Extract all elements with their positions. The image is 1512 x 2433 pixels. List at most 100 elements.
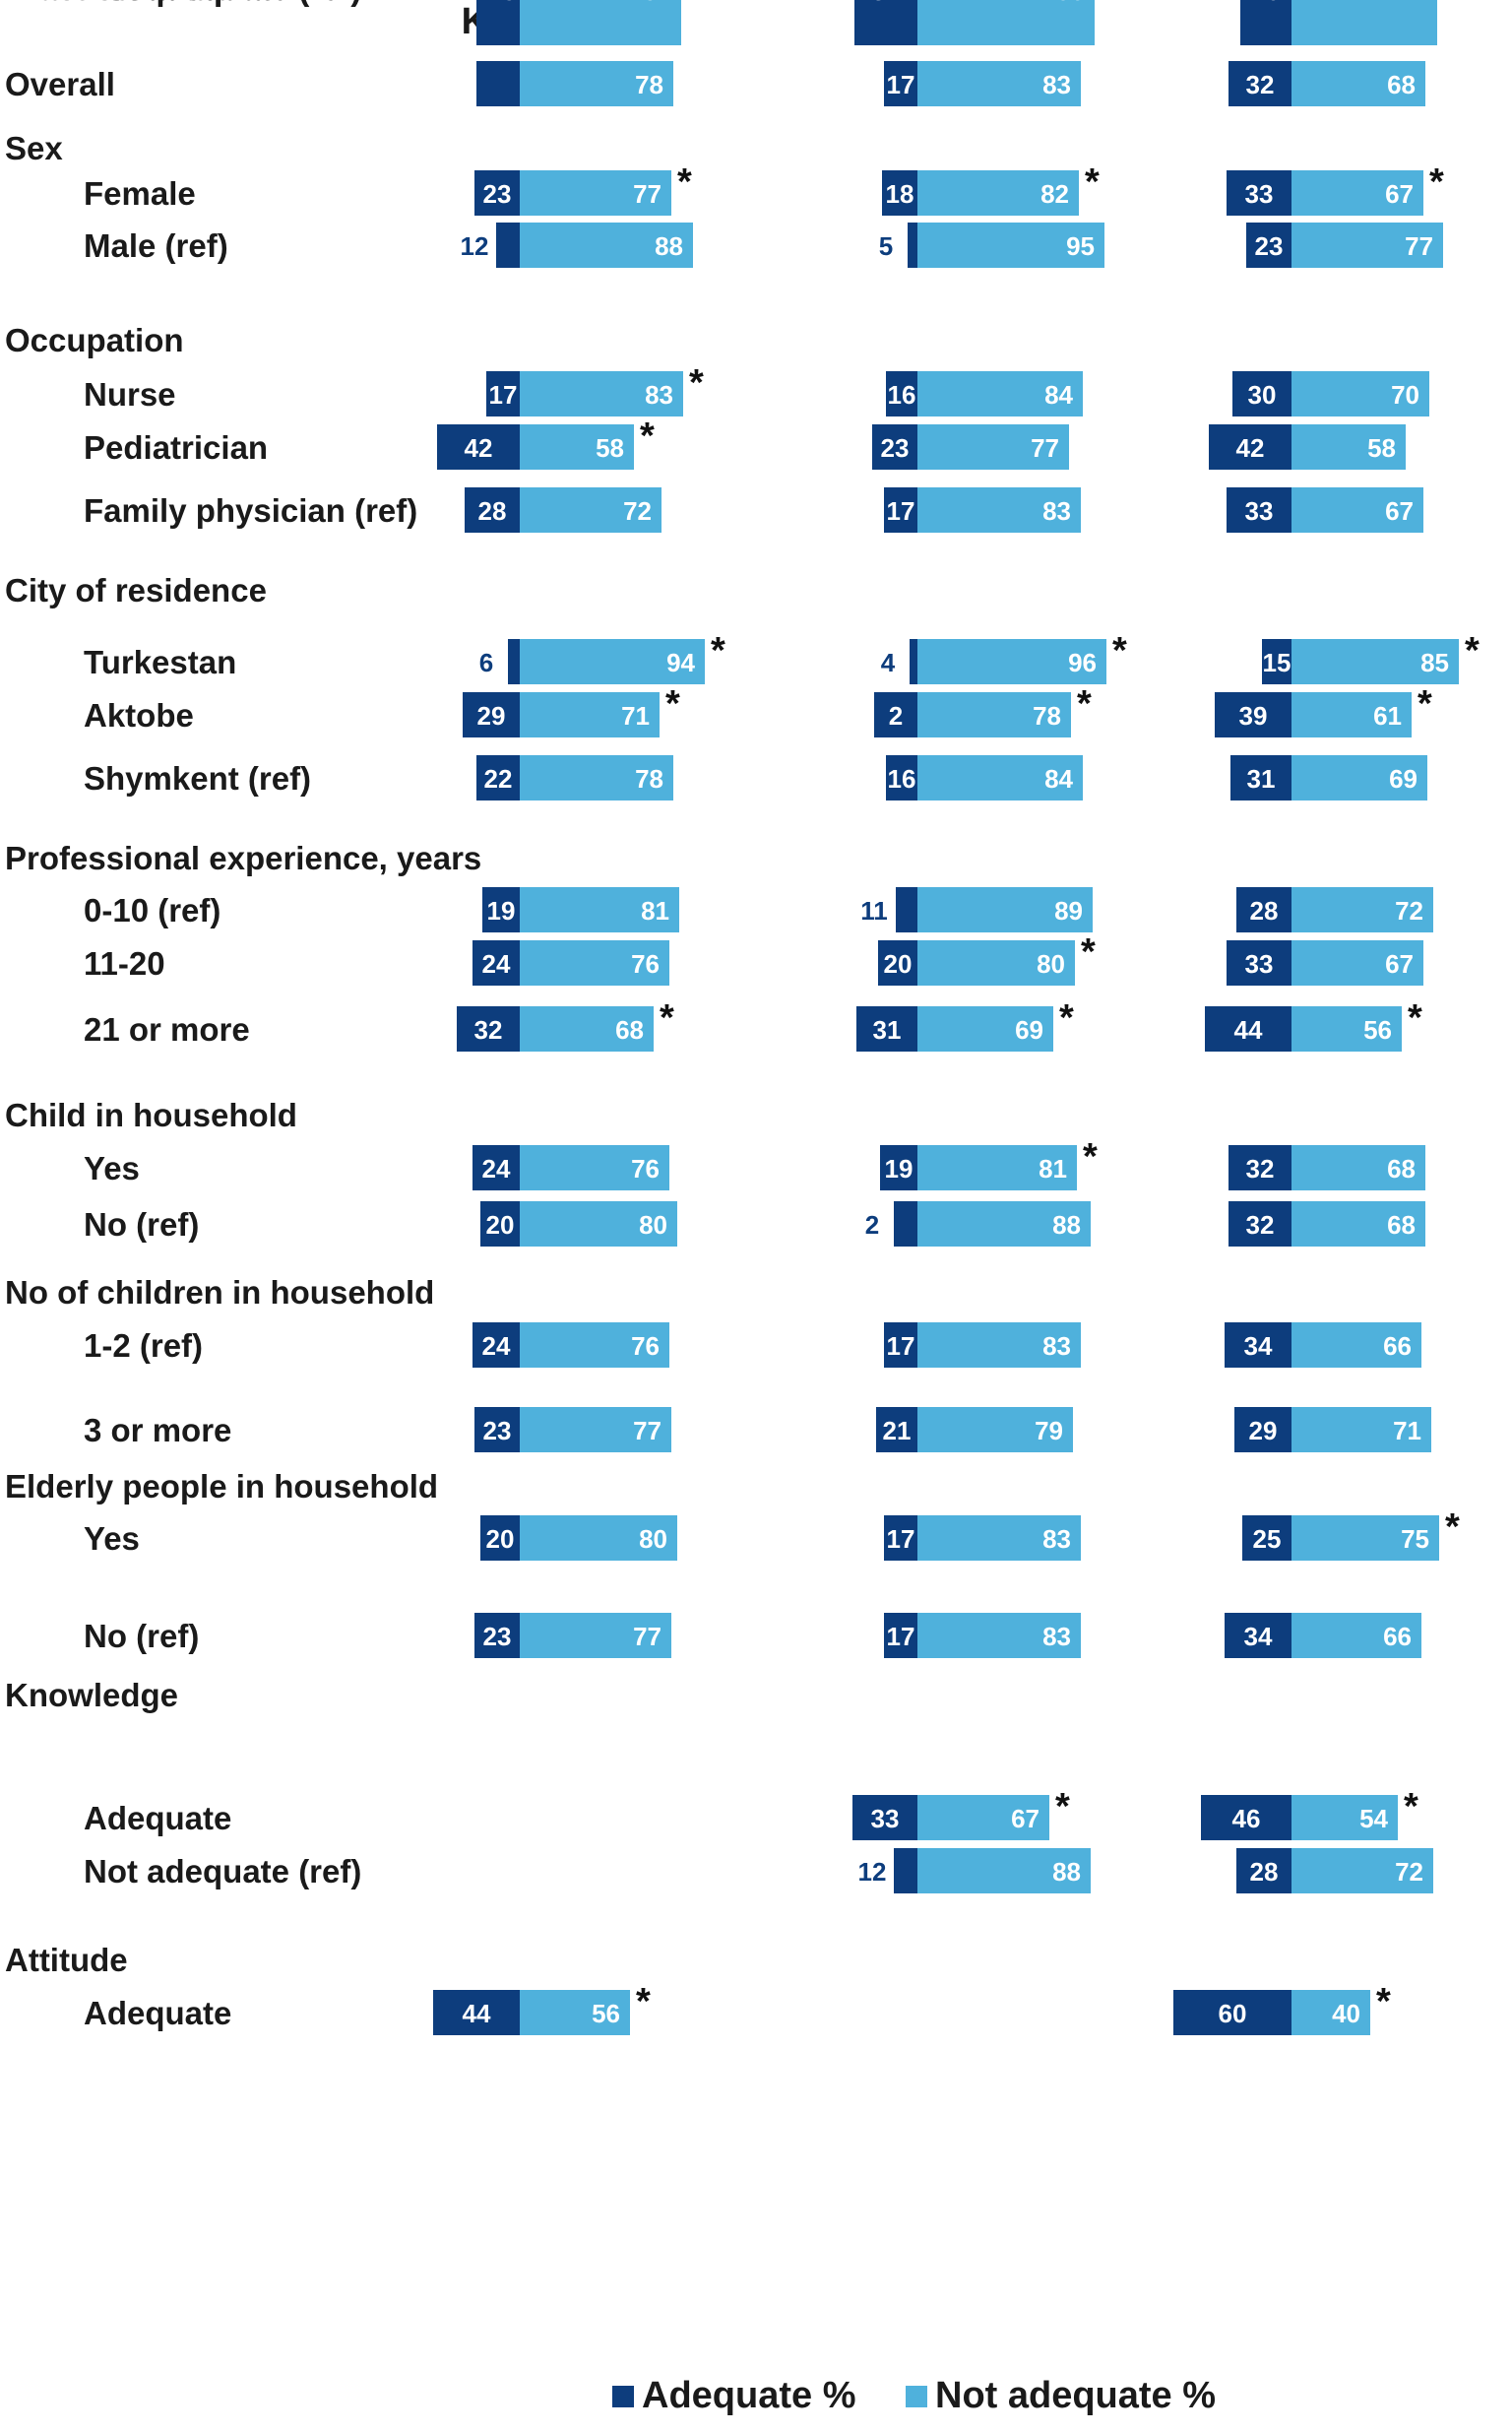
data-label-adequate: 17 bbox=[887, 1622, 915, 1651]
data-label-adequate: 33 bbox=[1245, 179, 1274, 209]
data-label-not-adequate: 61 bbox=[1373, 701, 1402, 731]
data-label-adequate: 18 bbox=[488, 0, 517, 6]
data-label-adequate: 22 bbox=[484, 764, 513, 794]
significance-star: * bbox=[1408, 997, 1422, 1039]
bar-adequate bbox=[1227, 170, 1292, 216]
significance-star: * bbox=[1376, 1981, 1391, 2022]
bar-not-adequate bbox=[917, 1795, 1049, 1840]
row-label: Adequate bbox=[84, 1995, 231, 2031]
section-label: No of children in household bbox=[5, 1274, 434, 1311]
bar-adequate bbox=[1236, 887, 1292, 932]
data-label-adequate: 18 bbox=[886, 179, 914, 209]
data-label-adequate: 46 bbox=[1232, 1804, 1261, 1833]
data-label-not-adequate: 77 bbox=[1405, 231, 1433, 261]
data-label-adequate: 19 bbox=[487, 896, 516, 926]
bar-adequate bbox=[1236, 1848, 1292, 1893]
bar-not-adequate bbox=[1292, 424, 1406, 470]
bar-not-adequate bbox=[917, 940, 1075, 986]
row-label: 3 or more bbox=[84, 1412, 231, 1448]
bar-adequate bbox=[884, 1613, 917, 1658]
data-label-adequate: 23 bbox=[1255, 231, 1284, 261]
row-label: Overall bbox=[5, 66, 115, 102]
bar-adequate bbox=[1201, 1795, 1292, 1840]
bar-adequate bbox=[486, 371, 520, 416]
significance-star: * bbox=[679, 0, 694, 9]
data-label-adequate: 16 bbox=[888, 380, 916, 410]
data-label-adequate: 16 bbox=[888, 764, 916, 794]
bar-not-adequate bbox=[520, 1201, 677, 1247]
bar-not-adequate bbox=[917, 424, 1069, 470]
data-label-not-adequate: 70 bbox=[1391, 380, 1419, 410]
row-label: 1-2 (ref) bbox=[84, 1327, 203, 1364]
bar-adequate bbox=[896, 887, 917, 932]
data-label-not-adequate: 68 bbox=[1387, 1210, 1416, 1240]
significance-star: * bbox=[1077, 683, 1092, 725]
bar-not-adequate bbox=[520, 940, 669, 986]
bar-adequate bbox=[508, 639, 520, 684]
data-label-not-adequate: 80 bbox=[639, 1210, 667, 1240]
bar-adequate bbox=[886, 371, 917, 416]
data-label-not-adequate: 56 bbox=[592, 1999, 620, 2028]
data-label-not-adequate: 82 bbox=[1040, 179, 1069, 209]
bar-adequate bbox=[1215, 692, 1292, 737]
bar-adequate bbox=[480, 1201, 520, 1247]
section-label: Practice bbox=[5, 0, 131, 7]
data-label-not-adequate: 67 bbox=[1385, 496, 1414, 526]
legend: Adequate % Not adequate % bbox=[612, 2375, 1216, 2416]
data-label-adequate: 11 bbox=[860, 896, 888, 926]
significance-star: * bbox=[1081, 931, 1096, 973]
data-label-adequate: 32 bbox=[1246, 1210, 1275, 1240]
bar-adequate bbox=[852, 1795, 917, 1840]
row-labels: Overall Sex Female Male (ref) Occupation Nurs… bbox=[5, 0, 481, 2031]
bar-adequate bbox=[480, 1515, 520, 1561]
data-label-not-adequate: 58 bbox=[1367, 433, 1396, 463]
data-label-not-adequate: 72 bbox=[1395, 1857, 1423, 1887]
bar-not-adequate bbox=[1292, 1145, 1425, 1190]
legend-label-not-adequate: Not adequate % bbox=[935, 2375, 1216, 2416]
bar-not-adequate bbox=[1292, 639, 1459, 684]
row-label: Female bbox=[84, 175, 196, 212]
data-label-adequate: 17 bbox=[887, 496, 915, 526]
data-label-adequate: 15 bbox=[1263, 648, 1292, 677]
section-label: Professional experience, years bbox=[5, 840, 481, 876]
bar-adequate bbox=[884, 1515, 917, 1561]
data-label-adequate: 42 bbox=[1236, 433, 1265, 463]
bar-not-adequate bbox=[520, 692, 660, 737]
legend-label-adequate: Adequate % bbox=[642, 2375, 855, 2416]
data-label-not-adequate: 90 bbox=[1056, 0, 1085, 6]
data-label-not-adequate: 66 bbox=[1383, 1622, 1412, 1651]
bar-not-adequate bbox=[1292, 1006, 1402, 1052]
bar-adequate bbox=[894, 1201, 917, 1247]
bar-adequate bbox=[1234, 1407, 1292, 1452]
data-label-not-adequate: 88 bbox=[1052, 1210, 1081, 1240]
row-label: Yes bbox=[84, 1150, 140, 1186]
bar-not-adequate bbox=[917, 170, 1079, 216]
bar-not-adequate bbox=[1292, 887, 1433, 932]
significance-star: * bbox=[1085, 161, 1100, 203]
data-label-adequate: 12 bbox=[461, 231, 489, 261]
bar-adequate bbox=[886, 755, 917, 800]
bar-not-adequate bbox=[917, 887, 1093, 932]
row-label: No (ref) bbox=[84, 1206, 199, 1243]
data-label-adequate: 5 bbox=[879, 231, 893, 261]
data-label-not-adequate: 78 bbox=[635, 70, 663, 99]
bar-adequate bbox=[1209, 424, 1292, 470]
bar-adequate bbox=[908, 223, 917, 268]
row-label: Not adequate (ref) bbox=[84, 0, 361, 7]
data-label-adequate: 21 bbox=[883, 1416, 912, 1445]
data-label-adequate: 44 bbox=[463, 1999, 491, 2028]
data-label-not-adequate: 80 bbox=[639, 1524, 667, 1554]
data-label-adequate: 29 bbox=[1249, 1416, 1278, 1445]
data-label-adequate: 17 bbox=[887, 1331, 915, 1361]
section-label: Elderly people in household bbox=[5, 1468, 438, 1505]
bar-not-adequate bbox=[520, 1407, 671, 1452]
data-label-not-adequate: 66 bbox=[1383, 1331, 1412, 1361]
bar-adequate bbox=[474, 1407, 520, 1452]
data-label-adequate: 23 bbox=[881, 433, 910, 463]
legend-swatch-not-adequate bbox=[906, 2386, 927, 2407]
row-label: Family physician (ref) bbox=[84, 492, 417, 529]
data-label-adequate: 31 bbox=[873, 1015, 902, 1045]
data-label-not-adequate: 74 bbox=[1399, 0, 1427, 6]
bar-adequate bbox=[433, 1990, 520, 2035]
data-label-adequate: 20 bbox=[884, 949, 913, 979]
